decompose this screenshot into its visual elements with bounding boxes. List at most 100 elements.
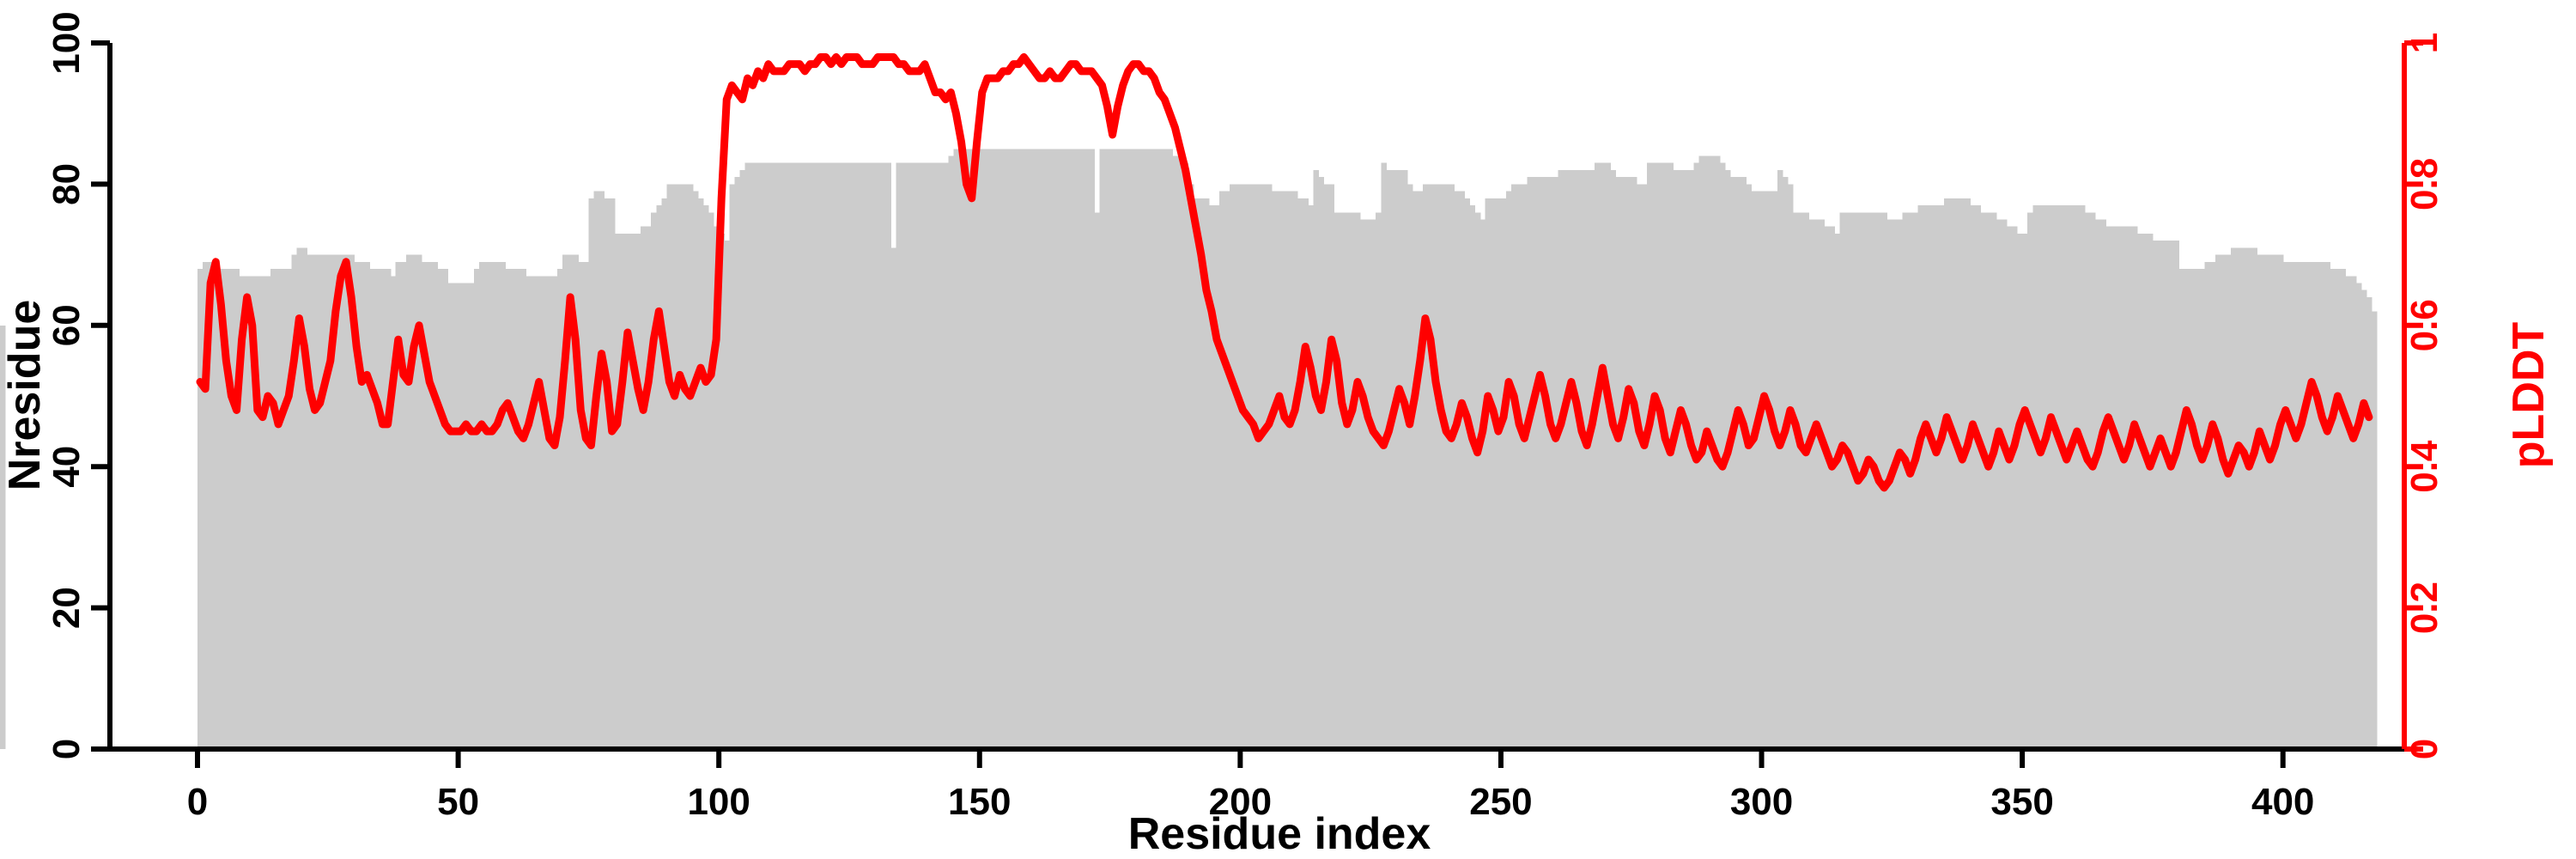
- bar: [2063, 205, 2070, 749]
- x-tick-label: 250: [1469, 781, 1532, 823]
- bar: [838, 162, 845, 750]
- bar: [2152, 241, 2159, 749]
- bar: [635, 233, 641, 749]
- bar: [619, 233, 626, 749]
- bar: [1313, 169, 1320, 749]
- bar: [1782, 177, 1789, 749]
- bar: [1406, 184, 1413, 749]
- bar: [1167, 149, 1174, 750]
- bar: [2220, 254, 2227, 750]
- bar: [734, 177, 741, 749]
- bar: [337, 254, 344, 750]
- bar: [2355, 283, 2362, 750]
- bar: [1120, 149, 1127, 750]
- bar: [1182, 162, 1189, 750]
- bar: [1907, 212, 1914, 749]
- bar: [1860, 212, 1867, 749]
- bar: [2304, 261, 2310, 749]
- bar: [755, 162, 762, 750]
- bar: [583, 261, 589, 749]
- bar: [2272, 254, 2279, 750]
- bar: [1172, 155, 1179, 749]
- bar: [687, 184, 694, 749]
- bar: [1646, 162, 1653, 750]
- bar: [317, 254, 324, 750]
- bar: [2209, 261, 2216, 749]
- bar: [197, 269, 204, 749]
- bar: [870, 162, 876, 750]
- bar: [2147, 233, 2154, 749]
- bar: [228, 269, 235, 749]
- bar: [1401, 169, 1408, 749]
- bar: [2319, 261, 2325, 749]
- bar: [927, 162, 933, 750]
- x-tick-label: 200: [1209, 781, 1272, 823]
- bar: [2022, 233, 2028, 749]
- bar: [1641, 184, 1648, 749]
- right-axis: 0 0.2 0.4 0.6 0.8 1: [2402, 33, 2445, 759]
- bar: [1427, 184, 1434, 749]
- bar: [843, 162, 850, 750]
- bar: [405, 254, 412, 750]
- y2-axis-title: pLDDT: [2504, 322, 2554, 469]
- bar: [953, 149, 960, 750]
- bar: [1276, 191, 1283, 749]
- bar: [2058, 205, 2065, 749]
- bar: [213, 261, 219, 749]
- bar: [2111, 226, 2117, 750]
- bar: [551, 276, 558, 749]
- bar: [468, 283, 475, 750]
- x-tick-label: 300: [1730, 781, 1793, 823]
- bar: [1240, 184, 1247, 749]
- bar: [1839, 212, 1846, 749]
- bar: [906, 162, 913, 750]
- bar: [1193, 198, 1200, 750]
- bar: [2126, 226, 2133, 750]
- bar: [1016, 149, 1022, 750]
- bar: [2241, 247, 2247, 749]
- bar: [984, 149, 991, 750]
- bar: [1547, 177, 1554, 749]
- bar: [1814, 219, 1820, 749]
- bar: [1140, 149, 1147, 750]
- bar: [812, 162, 819, 750]
- bar: [1318, 177, 1325, 749]
- bar: [1354, 212, 1361, 749]
- bar: [1130, 149, 1137, 750]
- bar: [1464, 198, 1471, 750]
- bar: [473, 269, 480, 749]
- bar: [1990, 212, 1997, 749]
- bar: [1297, 198, 1303, 750]
- bar: [1819, 219, 1825, 749]
- bar: [880, 162, 887, 750]
- bar: [463, 283, 470, 750]
- bar: [536, 276, 543, 749]
- bar: [1047, 149, 1054, 750]
- bar: [2105, 226, 2111, 750]
- bar: [291, 254, 297, 750]
- bar: [478, 261, 485, 749]
- x-tick-label: 400: [2251, 781, 2314, 823]
- bar: [1631, 177, 1637, 749]
- bottom-axis: 0 50 100 150 200 250 300 350 400: [110, 746, 2404, 823]
- bar: [1975, 205, 1982, 749]
- bar: [1021, 149, 1028, 750]
- bar: [958, 149, 965, 750]
- bar: [1808, 219, 1814, 749]
- line-series-plddt: [196, 52, 2373, 492]
- bar: [1917, 205, 1924, 749]
- bar: [2027, 212, 2033, 749]
- bar: [828, 162, 835, 750]
- bar: [2293, 261, 2300, 749]
- bar: [2314, 261, 2320, 749]
- bar: [702, 205, 709, 749]
- bar: [1495, 198, 1502, 750]
- bar: [1751, 191, 1758, 749]
- bar: [1615, 177, 1622, 749]
- bar: [1454, 191, 1460, 749]
- bar: [1673, 169, 1679, 749]
- bar: [2163, 241, 2169, 749]
- bar: [1005, 149, 1012, 750]
- bar: [1944, 198, 1950, 750]
- bar: [1036, 149, 1043, 750]
